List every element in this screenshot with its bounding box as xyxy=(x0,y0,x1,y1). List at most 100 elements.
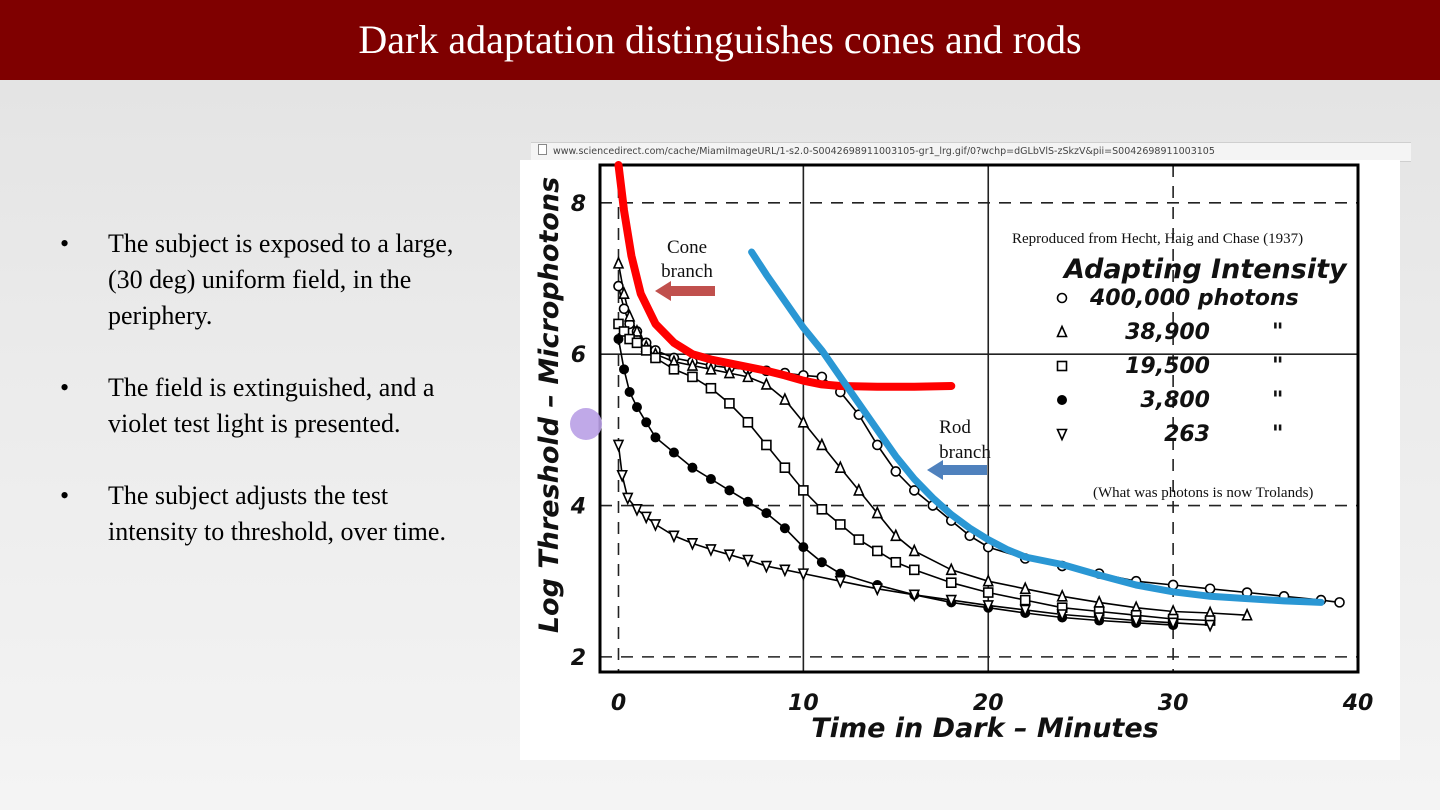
data-point xyxy=(640,511,652,525)
data-point xyxy=(705,361,717,375)
data-point xyxy=(621,492,634,506)
data-point xyxy=(1093,612,1105,625)
data-point xyxy=(724,485,735,496)
data-point xyxy=(982,587,994,598)
data-point xyxy=(982,600,994,613)
y-tick-label: 8 xyxy=(571,192,586,217)
legend-label: 263 xyxy=(1164,422,1210,447)
footnote: (What was photons is now Trolands) xyxy=(1093,485,1313,501)
data-point xyxy=(816,437,828,451)
bullet-item: • The field is extinguished, and a violet… xyxy=(60,370,480,442)
data-point xyxy=(1056,609,1068,622)
data-point xyxy=(616,469,628,483)
y-tick-label: 4 xyxy=(570,495,586,520)
data-point xyxy=(1334,597,1345,608)
y-tick-label: 2 xyxy=(571,646,586,671)
data-point xyxy=(649,519,662,532)
rod-branch-curve xyxy=(748,248,1325,606)
data-point xyxy=(1019,594,1031,606)
x-tick-label: 10 xyxy=(788,691,819,716)
series-fit-line xyxy=(617,285,1340,604)
rod-branch-label-line: branch xyxy=(939,442,991,463)
page-icon xyxy=(538,144,547,155)
legend-ditto: " xyxy=(1272,354,1283,379)
data-point xyxy=(1204,583,1216,595)
axis-ticks: 0 10 20 30 40 2 4 6 8 xyxy=(570,192,1374,716)
data-point xyxy=(908,485,920,496)
data-point xyxy=(872,439,883,451)
x-tick-label: 30 xyxy=(1158,691,1189,716)
data-point xyxy=(1056,292,1068,304)
data-point xyxy=(623,308,636,322)
data-point xyxy=(779,462,791,473)
data-point xyxy=(631,402,642,413)
dark-adaptation-chart: 0 10 20 30 40 2 4 6 8 Log Threshold – Microphoto… xyxy=(520,160,1400,760)
data-point xyxy=(853,482,865,496)
data-point xyxy=(908,564,920,576)
data-point xyxy=(982,573,994,587)
data-point xyxy=(945,562,958,576)
data-point xyxy=(686,358,699,371)
y-axis-label: Log Threshold – Microphotons xyxy=(534,177,565,633)
data-point xyxy=(613,280,624,292)
data-point xyxy=(1204,619,1216,633)
x-tick-label: 0 xyxy=(611,691,626,716)
bullet-dot: • xyxy=(60,229,70,258)
data-point xyxy=(871,583,884,597)
bullet-text: The field is extinguished, and a violet … xyxy=(108,373,435,438)
cone-branch-label-line: Cone xyxy=(667,237,707,258)
data-point xyxy=(872,545,883,557)
data-point xyxy=(705,474,716,485)
bullet-list: • The subject is exposed to a large, (30 … xyxy=(60,226,480,586)
data-point xyxy=(908,543,921,557)
bullet-text: The subject is exposed to a large, (30 d… xyxy=(108,229,454,330)
data-point xyxy=(797,568,810,582)
data-point xyxy=(612,255,625,269)
cone-branch-label-line: branch xyxy=(661,261,713,282)
cone-branch-label: Cone branch xyxy=(661,237,713,282)
bullet-dot: • xyxy=(60,373,70,402)
data-point xyxy=(613,318,624,330)
legend-label: 19,500 xyxy=(1125,354,1210,379)
slide-title: Dark adaptation distinguishes cones and … xyxy=(358,17,1082,62)
data-point xyxy=(631,504,643,517)
x-tick-label: 40 xyxy=(1342,691,1374,716)
browser-url-bar[interactable]: www.sciencedirect.com/cache/MiamiImageUR… xyxy=(531,142,1411,162)
data-point xyxy=(650,352,661,364)
data-point xyxy=(705,382,717,394)
data-point xyxy=(797,414,810,428)
data-point xyxy=(618,286,630,299)
data-point xyxy=(1056,588,1068,602)
source-note: Reproduced from Hecht, Haig and Chase (1… xyxy=(1012,231,1303,247)
data-point xyxy=(945,577,957,589)
chart-background xyxy=(520,160,1400,760)
data-point xyxy=(687,371,698,383)
data-point xyxy=(723,365,736,379)
x-tick-label: 20 xyxy=(973,691,1004,716)
legend-title: Adapting Intensity xyxy=(1062,254,1348,285)
rod-branch-label-line: Rod xyxy=(939,417,971,438)
data-points xyxy=(612,255,1345,633)
data-point xyxy=(890,528,902,542)
data-point xyxy=(871,505,884,519)
bullet-text: The subject adjusts the test intensity t… xyxy=(108,481,446,546)
data-point xyxy=(668,447,679,458)
data-point xyxy=(760,376,773,390)
data-point xyxy=(650,432,661,443)
data-point xyxy=(816,504,828,515)
data-point xyxy=(640,345,652,356)
data-point xyxy=(1167,617,1179,631)
data-point xyxy=(705,544,717,557)
data-point xyxy=(1056,428,1068,442)
legend: 400,000 photons 38,900 " 19,500 " 3,800 " 263 " xyxy=(1056,286,1299,447)
data-point xyxy=(624,387,635,398)
data-point xyxy=(798,542,809,553)
data-point xyxy=(723,549,736,563)
rod-branch-label: Rod branch xyxy=(939,417,991,463)
data-point xyxy=(1019,604,1031,618)
data-point xyxy=(945,594,958,608)
legend-ditto: " xyxy=(1272,320,1283,345)
data-point xyxy=(612,439,625,453)
data-point xyxy=(742,369,754,383)
data-point xyxy=(631,324,643,337)
